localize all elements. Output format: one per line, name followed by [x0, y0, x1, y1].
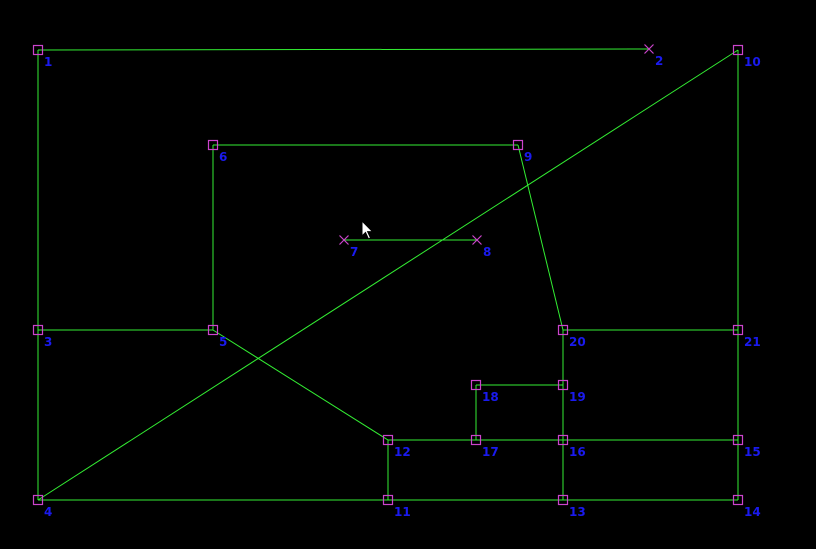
node-label-8: 8 [483, 245, 491, 259]
node-14-square-marker[interactable] [732, 494, 744, 506]
node-20-square-marker[interactable] [557, 324, 569, 336]
node-12-square-marker[interactable] [382, 434, 394, 446]
node-5-square-marker[interactable] [207, 324, 219, 336]
node-label-1: 1 [44, 55, 52, 69]
node-label-17: 17 [482, 445, 499, 459]
node-1-square-marker[interactable] [32, 44, 44, 56]
node-label-20: 20 [569, 335, 586, 349]
node-label-21: 21 [744, 335, 761, 349]
node-label-16: 16 [569, 445, 586, 459]
node-17-square-marker[interactable] [470, 434, 482, 446]
node-label-7: 7 [350, 245, 358, 259]
node-11-square-marker[interactable] [382, 494, 394, 506]
node-label-14: 14 [744, 505, 761, 519]
node-10-square-marker[interactable] [732, 44, 744, 56]
node-label-3: 3 [44, 335, 52, 349]
node-label-10: 10 [744, 55, 761, 69]
node-21-square-marker[interactable] [732, 324, 744, 336]
edges-layer [37, 48, 739, 501]
mouse-pointer-icon [361, 219, 374, 240]
node-label-2: 2 [655, 54, 663, 68]
edge-4-10 [37, 49, 739, 501]
node-label-6: 6 [219, 150, 227, 164]
mouse-pointer-icon-shape [361, 219, 374, 240]
edge-9-20 [517, 144, 564, 331]
node-16-square-marker[interactable] [557, 434, 569, 446]
node-19-square-marker[interactable] [557, 379, 569, 391]
edge-5-12 [212, 329, 389, 441]
node-label-15: 15 [744, 445, 761, 459]
node-4-square-marker[interactable] [32, 494, 44, 506]
node-label-18: 18 [482, 390, 499, 404]
node-label-5: 5 [219, 335, 227, 349]
node-label-4: 4 [44, 505, 52, 519]
node-label-12: 12 [394, 445, 411, 459]
edge-1-2 [37, 48, 650, 51]
node-label-19: 19 [569, 390, 586, 404]
node-7-cross-marker[interactable] [339, 235, 349, 245]
node-2-cross-marker[interactable] [644, 44, 654, 54]
node-6-square-marker[interactable] [207, 139, 219, 151]
node-15-square-marker[interactable] [732, 434, 744, 446]
node-label-13: 13 [569, 505, 586, 519]
node-13-square-marker[interactable] [557, 494, 569, 506]
node-8-cross-marker[interactable] [472, 235, 482, 245]
node-label-11: 11 [394, 505, 411, 519]
node-3-square-marker[interactable] [32, 324, 44, 336]
node-label-9: 9 [524, 150, 532, 164]
node-18-square-marker[interactable] [470, 379, 482, 391]
node-9-square-marker[interactable] [512, 139, 524, 151]
nodes-layer [32, 44, 744, 506]
